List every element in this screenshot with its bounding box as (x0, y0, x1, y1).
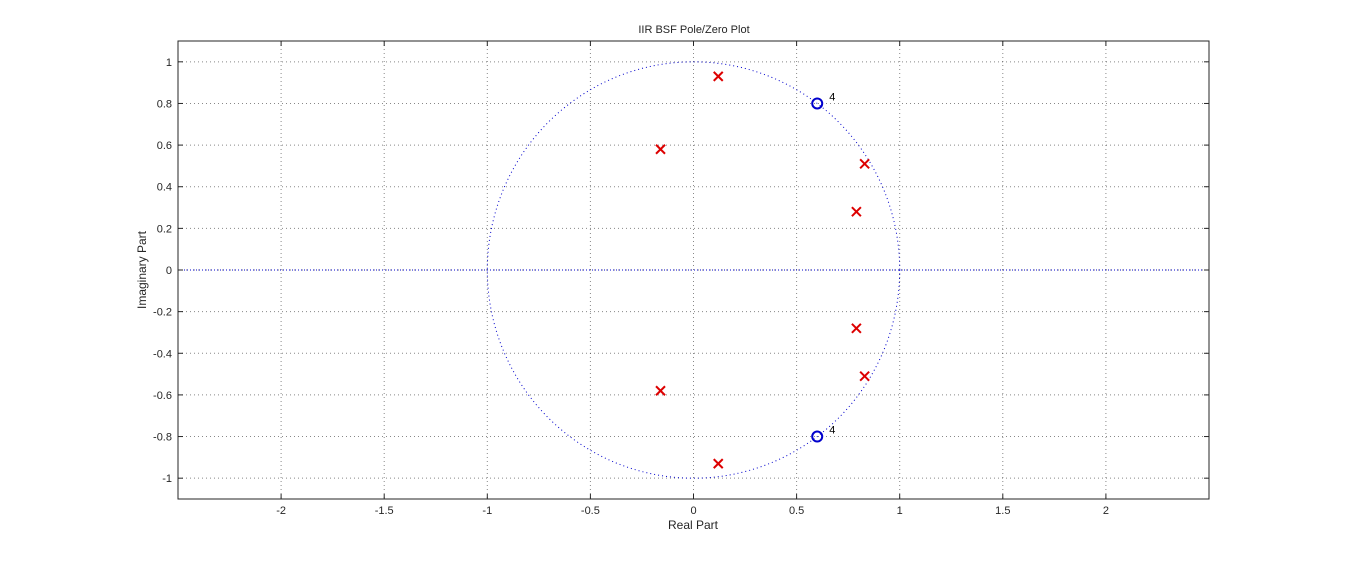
x-tick-label: 1.5 (995, 505, 1010, 517)
x-tick-label: 0.5 (789, 505, 804, 517)
zero-marker (811, 97, 824, 110)
x-tick-label: -1 (482, 505, 492, 517)
pole-stroke (713, 71, 724, 82)
y-tick-label: 0.6 (157, 140, 172, 152)
pole-stroke (859, 370, 870, 382)
x-axis-label: Real Part (668, 518, 719, 532)
x-tick-label: -2 (276, 505, 286, 517)
y-tick-label: -0.2 (153, 307, 172, 319)
y-tick-label: 0 (166, 265, 172, 277)
unit-circle-layer (178, 61, 1209, 479)
pole-marker (713, 458, 724, 469)
zero-multiplicity-label: 4 (829, 91, 835, 103)
y-tick-label: 0.4 (157, 182, 172, 194)
y-tick-label: -1 (162, 473, 172, 485)
pole-stroke (655, 385, 666, 396)
y-axis-label: Imaginary Part (135, 230, 149, 309)
pole-marker (851, 206, 862, 217)
pole-stroke (713, 458, 724, 469)
zero-multiplicity-label: 4 (829, 425, 835, 437)
pole-marker (859, 370, 870, 382)
y-tick-label: 1 (166, 57, 172, 69)
x-tick-label: -0.5 (581, 505, 600, 517)
markers: 44 (655, 71, 870, 469)
y-tick-label: -0.4 (153, 348, 172, 360)
x-tick-label: 0 (690, 505, 696, 517)
x-tick-label: 1 (897, 505, 903, 517)
pole-marker (859, 158, 870, 170)
ticks: -2 -1.5 -1 -0.5 0 0.5 1 1.5 2 1 0.8 0.6 0.4 0.2 0 -0.2 -… (153, 41, 1209, 517)
y-tick-label: 0.2 (157, 223, 172, 235)
y-tick-label: -0.8 (153, 432, 172, 444)
pole-stroke (859, 158, 870, 170)
pole-marker (655, 385, 666, 396)
x-tick-label: 2 (1103, 505, 1109, 517)
pole-stroke (851, 323, 862, 334)
zero-marker (811, 430, 824, 443)
pole-marker (655, 144, 666, 155)
pole-stroke (851, 206, 862, 217)
pole-stroke (655, 144, 666, 155)
y-tick-label: 0.8 (157, 98, 172, 110)
pole-marker (713, 71, 724, 82)
x-tick-label: -1.5 (375, 505, 394, 517)
pole-marker (851, 323, 862, 334)
unit-circle (486, 61, 901, 479)
y-tick-label: -0.6 (153, 390, 172, 402)
chart-title: IIR BSF Pole/Zero Plot (638, 24, 749, 36)
